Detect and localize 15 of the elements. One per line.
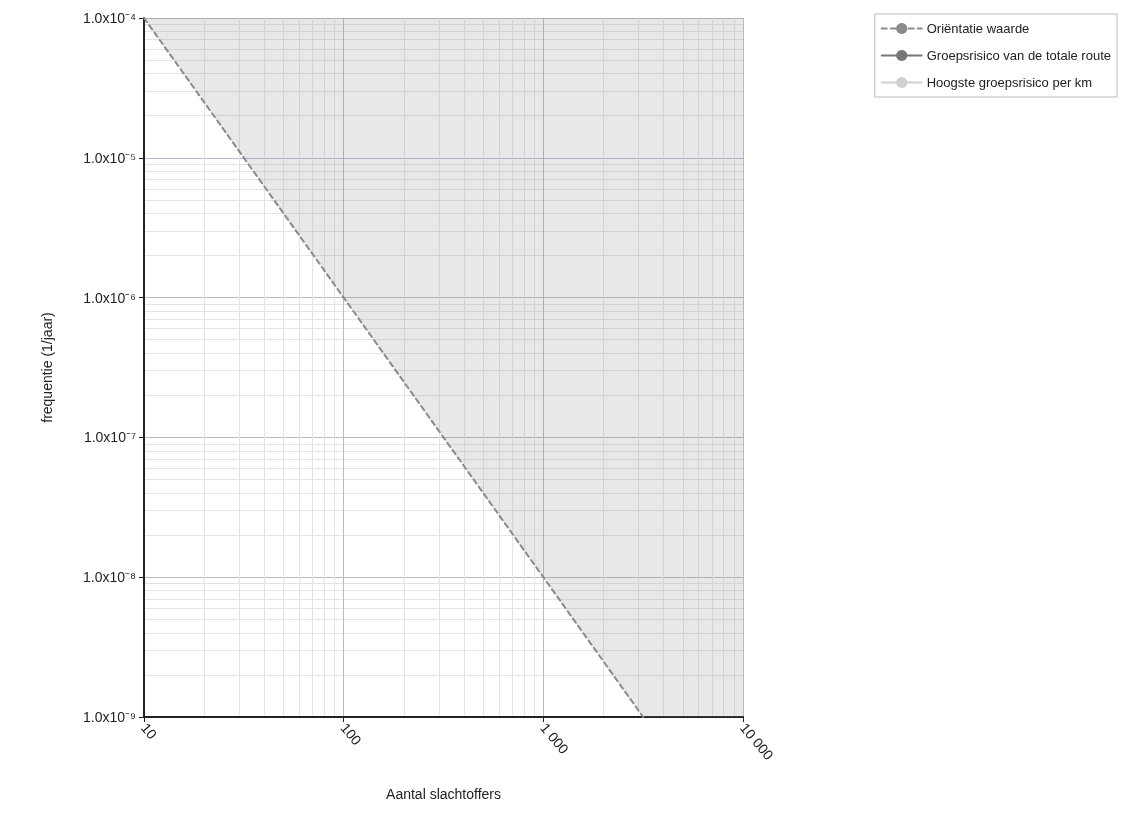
y-tick-label: 1.0x10⁻⁷	[83, 429, 136, 446]
legend-label: Oriëntatie waarde	[926, 21, 1030, 36]
y-tick-label: 1.0x10⁻⁶	[83, 289, 136, 306]
x-tick-label: 100	[337, 719, 365, 749]
y-tick-label: 1.0x10⁻⁴	[82, 10, 136, 26]
x-tick-label: 1 000	[537, 719, 573, 758]
y-axis-title: frequentie (1/jaar)	[39, 312, 55, 423]
x-tick-label: 10 000	[736, 719, 777, 764]
legend-label: Hoogste groepsrisico per km	[926, 75, 1093, 90]
legend-label: Groepsrisico van de totale route	[926, 48, 1112, 63]
y-tick-label: 1.0x10⁻⁸	[83, 569, 137, 586]
x-axis-title: Aantal slachtoffers	[386, 786, 501, 802]
y-tick-label: 1.0x10⁻⁹	[82, 709, 136, 725]
y-tick-label: 1.0x10⁻⁵	[83, 149, 136, 166]
x-tick-label: 10	[137, 719, 161, 743]
